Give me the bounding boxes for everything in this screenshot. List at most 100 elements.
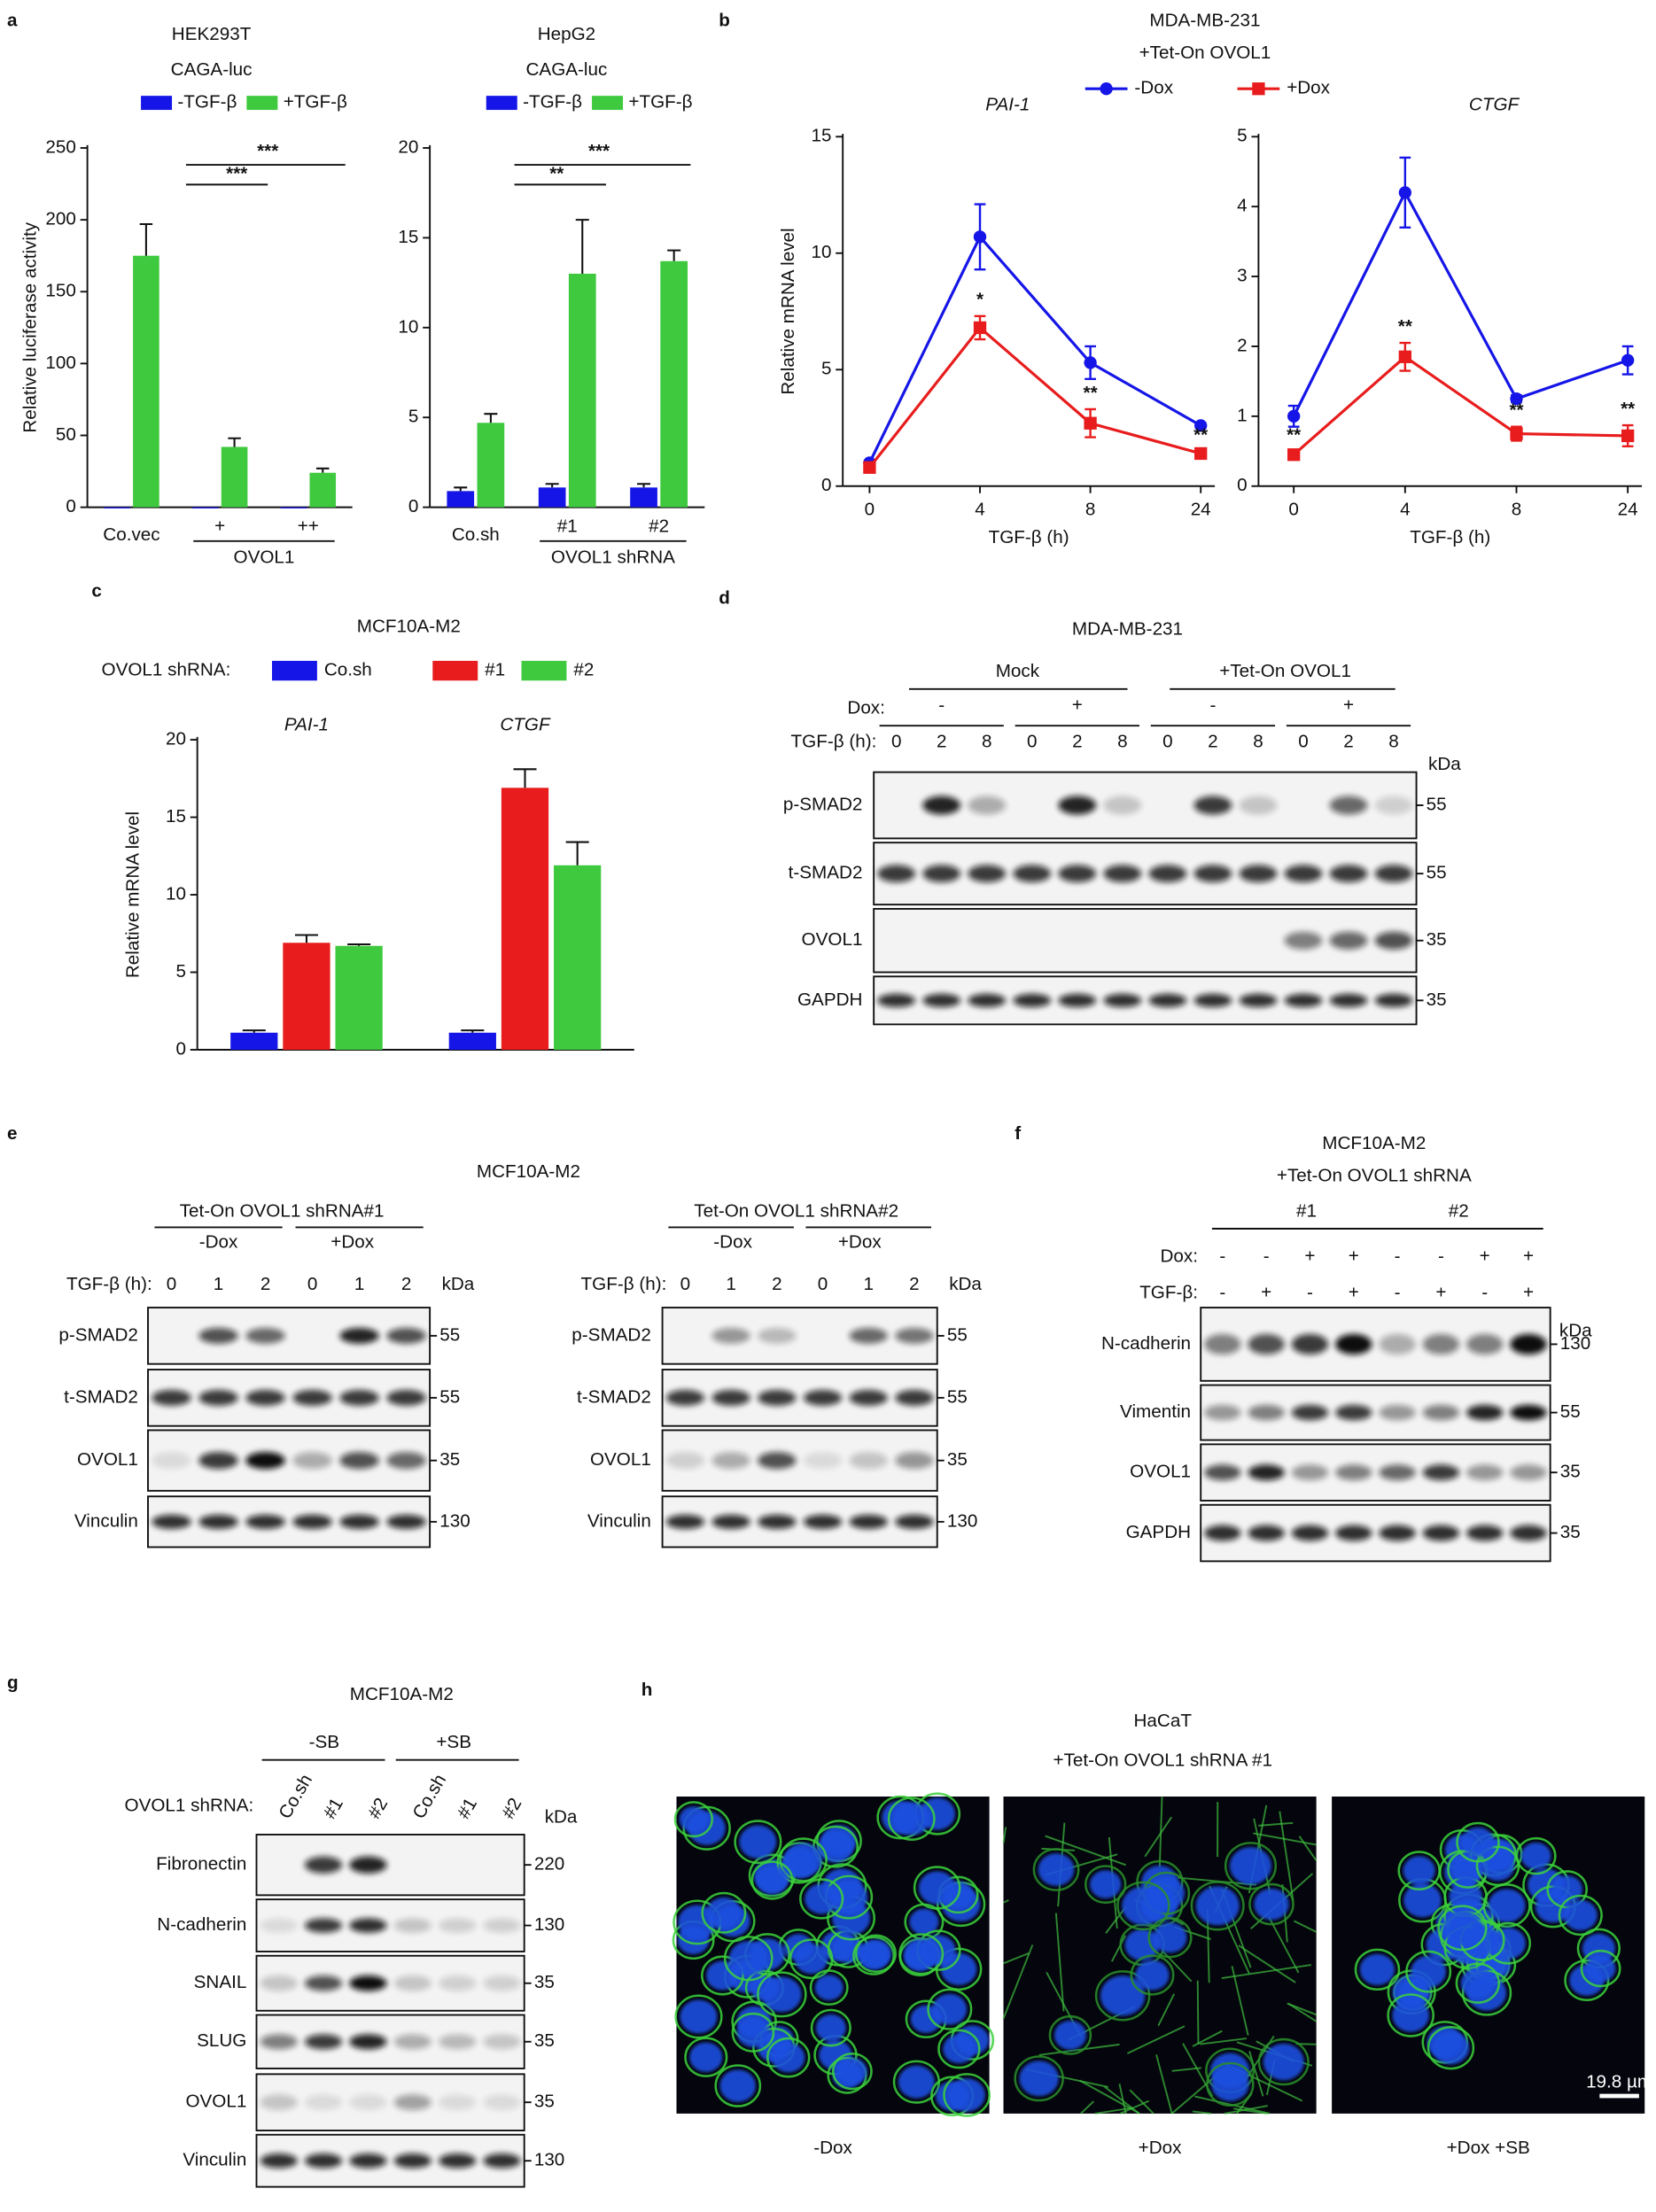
fiber [1258, 1821, 1294, 1827]
panel-letter: g [7, 1673, 19, 1693]
group-label: #2 [1449, 1200, 1469, 1221]
row-label: p-SMAD2 [58, 1324, 138, 1345]
row-label: OVOL1 [185, 2092, 246, 2112]
fiber [1287, 2003, 1318, 2022]
bar [283, 943, 330, 1050]
nucleus [1195, 1886, 1240, 1926]
y-tick-label: 4 [1237, 196, 1248, 216]
y-tick-label: 15 [166, 806, 186, 827]
bar [477, 423, 505, 508]
y-tick-label: 10 [166, 883, 186, 904]
cell [1427, 2026, 1475, 2070]
dox-label: - [938, 695, 945, 715]
nucleus [1254, 1888, 1289, 1921]
y-tick-label: 100 [45, 353, 75, 373]
x-axis-label: TGF-β (h) [1410, 527, 1490, 547]
cell [1130, 1954, 1175, 1996]
condition-label: +Dox [330, 1231, 374, 1252]
kda-label: 55 [947, 1324, 968, 1345]
image-subtitle: +Tet-On OVOL1 shRNA #1 [1053, 1750, 1272, 1771]
dox-label: + [1523, 1246, 1534, 1266]
y-axis-label: Relative luciferase activity [19, 221, 40, 432]
cell [831, 2052, 873, 2091]
nucleus [1403, 1856, 1435, 1886]
x-axis-label: TGF-β (h) [989, 527, 1069, 547]
fiber [1126, 2025, 1186, 2054]
y-tick-label: 200 [45, 209, 75, 229]
image-label: +Dox +SB [1447, 2138, 1530, 2158]
bar [309, 472, 337, 508]
band [1510, 1404, 1547, 1421]
y-tick-label: 150 [45, 281, 75, 301]
fiber [1045, 1835, 1126, 1867]
error-bar [242, 1029, 266, 1033]
fiber [1192, 2110, 1212, 2115]
kda-label: 35 [947, 1449, 968, 1470]
row-label: OVOL1 [77, 1449, 138, 1470]
marker [1084, 416, 1097, 430]
group-label: +Tet-On OVOL1 [1219, 661, 1351, 681]
error-bar [461, 1029, 485, 1033]
nucleus [859, 1939, 891, 1968]
bar [501, 788, 549, 1050]
band [758, 1389, 797, 1406]
cell [1224, 1842, 1278, 1890]
band [393, 1975, 431, 1991]
panel-letter: d [719, 587, 730, 608]
cell [1085, 1865, 1127, 1905]
nucleus [1153, 1922, 1187, 1953]
band [1510, 1333, 1547, 1355]
significance-label: ** [1287, 424, 1302, 445]
row-header: TGF-β (h): [791, 732, 877, 752]
cell [750, 1860, 794, 1900]
band [895, 1514, 934, 1529]
blot-subtitle: Tet-On OVOL1 shRNA#2 [694, 1200, 898, 1221]
blot-strip [661, 1369, 938, 1427]
band [1379, 1464, 1416, 1481]
nucleus [932, 1993, 968, 2025]
fiber [1293, 1920, 1318, 1933]
nucleus [1038, 1853, 1075, 1886]
nucleus [909, 1908, 939, 1936]
y-tick-label: 250 [45, 136, 75, 157]
band [245, 1327, 285, 1344]
band [292, 1514, 332, 1529]
band [758, 1452, 797, 1470]
legend-title: OVOL1 shRNA: [102, 660, 231, 680]
band [1103, 865, 1142, 882]
band [1329, 931, 1368, 950]
panel-letter: e [7, 1123, 17, 1144]
legend-swatch [271, 660, 317, 681]
band [1148, 993, 1187, 1007]
kda-header: kDa [1428, 754, 1461, 774]
band [245, 1514, 285, 1529]
line [868, 325, 1201, 469]
band [1239, 796, 1278, 815]
scale-bar-label: 19.8 µm [1586, 2071, 1652, 2092]
x-tick-label: 24 [1618, 499, 1638, 519]
row-header: OVOL1 shRNA: [125, 1796, 254, 1816]
marker [973, 230, 987, 244]
band [260, 1918, 298, 1933]
y-tick-label: 3 [1237, 266, 1248, 286]
cell [701, 1955, 744, 1996]
band [1422, 1525, 1460, 1541]
band [1248, 1333, 1285, 1355]
band [968, 993, 1007, 1007]
legend-label: #1 [485, 660, 505, 680]
band [849, 1452, 888, 1470]
band [803, 1514, 843, 1529]
y-tick-label: 5 [821, 359, 832, 379]
row-label: SLUG [197, 2030, 246, 2051]
cell [1248, 1882, 1294, 1926]
band [304, 1856, 343, 1874]
fiber [1144, 1816, 1172, 1858]
fiber [1233, 2107, 1268, 2115]
condition-label: +Dox [838, 1231, 882, 1252]
fiber [1104, 2085, 1140, 2115]
lane-label: 2 [909, 1274, 920, 1294]
band [483, 1975, 521, 1991]
tgf-label: - [1219, 1283, 1225, 1303]
band [386, 1452, 426, 1470]
fiber [1003, 1952, 1030, 1965]
